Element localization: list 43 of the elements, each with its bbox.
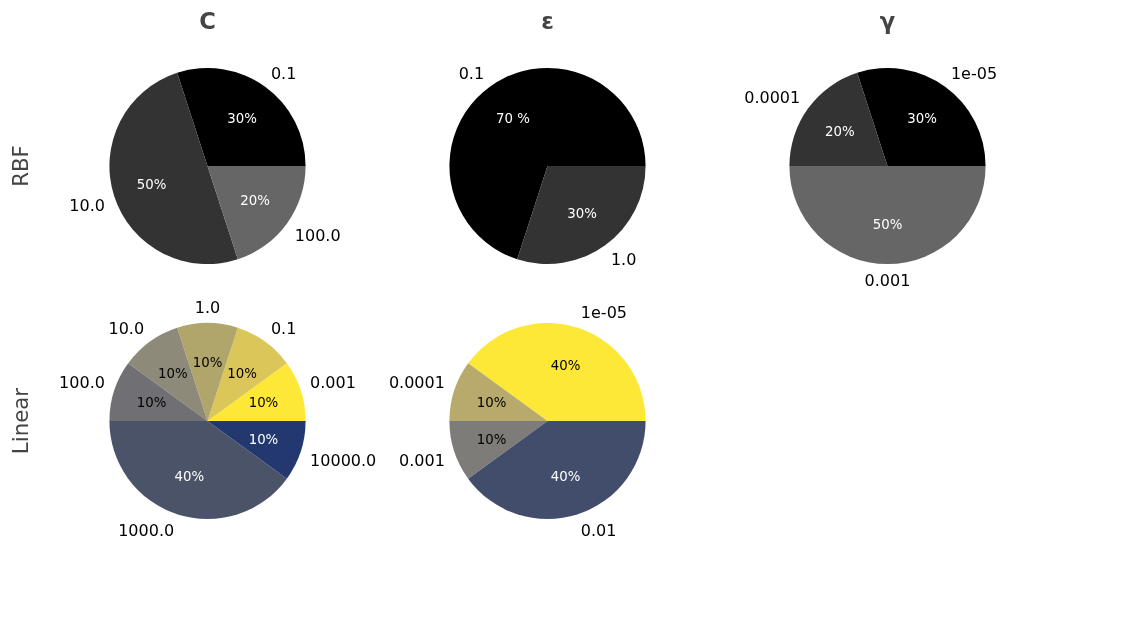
text: Linear — [7, 387, 33, 455]
slice-label: 10.0 — [69, 196, 105, 216]
slice-label: 0.01 — [580, 520, 617, 540]
data-label: 40% — [550, 357, 581, 373]
slice-label: 1e-05 — [580, 303, 627, 323]
slice-label: 0.0001 — [744, 87, 801, 107]
data-label: 10% — [158, 365, 188, 381]
chart-title: γ — [879, 7, 896, 34]
data-label: 10% — [192, 354, 223, 370]
slice-label: 0.001 — [399, 451, 445, 471]
data-label: 30% — [227, 110, 257, 126]
data-label: 10% — [227, 365, 257, 381]
data-label: 10% — [476, 431, 507, 447]
data-label: 30% — [907, 110, 937, 126]
slice-label: 1000.0 — [118, 520, 175, 540]
slice-label: 0.1 — [270, 63, 297, 83]
slice-label: 1e-05 — [950, 63, 998, 83]
chart-title: C — [199, 7, 216, 34]
data-label: 70 % — [495, 110, 530, 126]
data-label: 30% — [567, 206, 597, 222]
data-label: 20% — [240, 193, 270, 209]
slice-label: 1.0 — [610, 250, 637, 270]
slice-label: 0.001 — [310, 372, 356, 392]
slice-label: 0.1 — [270, 318, 297, 338]
data-label: 40% — [550, 469, 581, 485]
slice-label: 0.1 — [458, 63, 485, 83]
data-label: 10% — [476, 395, 507, 411]
slice-label: 1.0 — [194, 298, 221, 318]
data-label: 10% — [136, 395, 167, 411]
data-label: 20% — [825, 123, 855, 139]
slice-label: 10000.0 — [310, 451, 377, 471]
text: RBF — [7, 145, 33, 187]
data-label: 10% — [248, 395, 279, 411]
data-label: 50% — [872, 217, 903, 233]
slice-label: 0.0001 — [388, 372, 445, 392]
data-label: 40% — [174, 469, 205, 485]
slice-label: 100.0 — [294, 226, 341, 246]
data-label: 10% — [248, 431, 279, 447]
slice-label: 100.0 — [59, 372, 105, 392]
data-label: 50% — [136, 176, 167, 192]
slice-label: 10.0 — [108, 318, 145, 338]
slice-label: 0.001 — [864, 270, 911, 290]
chart-title: ε — [541, 7, 554, 34]
